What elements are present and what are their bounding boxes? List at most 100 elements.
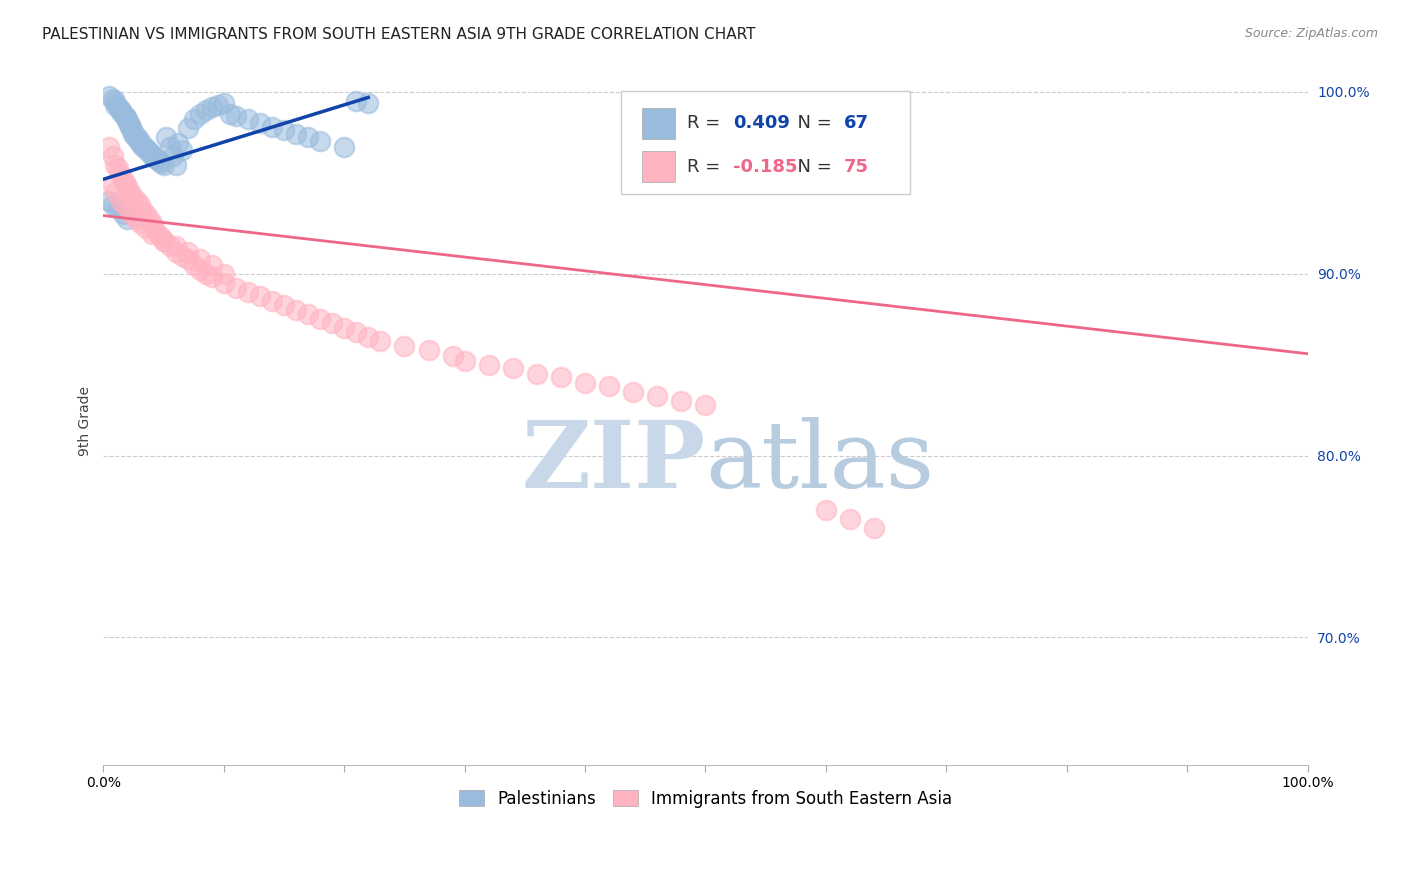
Point (183, 258, 205, 272)
Point (111, 107, 134, 121)
Point (122, 190, 145, 204)
Text: 67: 67 (844, 114, 869, 133)
Point (114, 176, 136, 190)
Point (131, 137, 153, 152)
Point (188, 252, 211, 267)
Point (120, 121, 142, 136)
Point (155, 130, 177, 145)
Point (98, 139, 121, 153)
Point (814, 503, 837, 517)
Point (176, 121, 198, 136)
Point (131, 203, 153, 218)
Point (159, 139, 181, 153)
Point (101, 148, 124, 162)
Point (132, 139, 155, 153)
Point (122, 209, 145, 223)
Point (526, 367, 548, 381)
Legend: Palestinians, Immigrants from South Eastern Asia: Palestinians, Immigrants from South East… (453, 783, 959, 814)
Point (260, 293, 283, 308)
Point (98, 88, 121, 103)
Point (127, 130, 149, 145)
Point (598, 379, 620, 393)
Point (212, 267, 235, 281)
Text: Source: ZipAtlas.com: Source: ZipAtlas.com (1244, 27, 1378, 40)
Point (671, 394, 693, 409)
Point (165, 244, 187, 259)
Point (104, 97, 127, 112)
Point (236, 285, 259, 299)
Point (127, 194, 149, 208)
Text: -0.185: -0.185 (733, 158, 797, 176)
Point (176, 252, 198, 267)
Point (118, 116, 141, 130)
Point (170, 249, 193, 263)
Point (394, 339, 416, 353)
FancyBboxPatch shape (621, 91, 910, 194)
Point (273, 298, 295, 312)
Point (297, 130, 319, 145)
Point (183, 112, 205, 127)
Text: N =: N = (786, 114, 838, 133)
Point (260, 120, 283, 134)
Point (621, 384, 644, 399)
Point (207, 97, 229, 112)
Point (127, 212, 149, 227)
Point (118, 120, 141, 134)
Point (117, 212, 139, 227)
Text: N =: N = (786, 158, 838, 176)
Point (273, 123, 295, 137)
Point (114, 109, 136, 123)
Point (550, 370, 572, 384)
Point (152, 234, 174, 248)
Point (104, 94, 127, 108)
Point (135, 141, 157, 155)
Point (176, 244, 198, 259)
Point (104, 158, 127, 172)
Point (249, 116, 271, 130)
FancyBboxPatch shape (641, 108, 675, 139)
Point (128, 216, 150, 230)
Point (695, 398, 717, 412)
Point (333, 139, 356, 153)
Point (453, 354, 475, 368)
Point (117, 114, 139, 128)
Point (165, 158, 187, 172)
Text: 75: 75 (844, 158, 869, 176)
Point (194, 103, 217, 117)
Point (212, 95, 235, 110)
Point (159, 239, 181, 253)
Point (141, 216, 163, 230)
Point (645, 388, 668, 402)
Text: 0.409: 0.409 (733, 114, 790, 133)
Point (574, 376, 596, 390)
Point (107, 202, 129, 216)
Point (321, 316, 343, 330)
Point (441, 349, 464, 363)
Point (170, 143, 193, 157)
Point (285, 303, 308, 318)
Y-axis label: 9th Grade: 9th Grade (79, 386, 93, 456)
Point (101, 92, 124, 106)
Point (297, 307, 319, 321)
Point (162, 148, 184, 162)
Point (357, 95, 380, 110)
Point (357, 330, 380, 344)
Point (118, 203, 141, 218)
Point (138, 212, 160, 227)
Point (111, 207, 134, 221)
Point (141, 148, 163, 162)
Text: ZIP: ZIP (522, 417, 706, 508)
Point (309, 312, 332, 326)
Point (201, 270, 224, 285)
Text: atlas: atlas (706, 417, 935, 508)
Point (111, 172, 134, 186)
Point (201, 258, 224, 272)
Point (118, 185, 141, 199)
Point (128, 134, 150, 148)
Point (142, 221, 165, 235)
Point (101, 197, 124, 211)
Point (117, 112, 139, 127)
Point (122, 125, 145, 139)
Point (110, 194, 132, 208)
Point (188, 263, 211, 277)
